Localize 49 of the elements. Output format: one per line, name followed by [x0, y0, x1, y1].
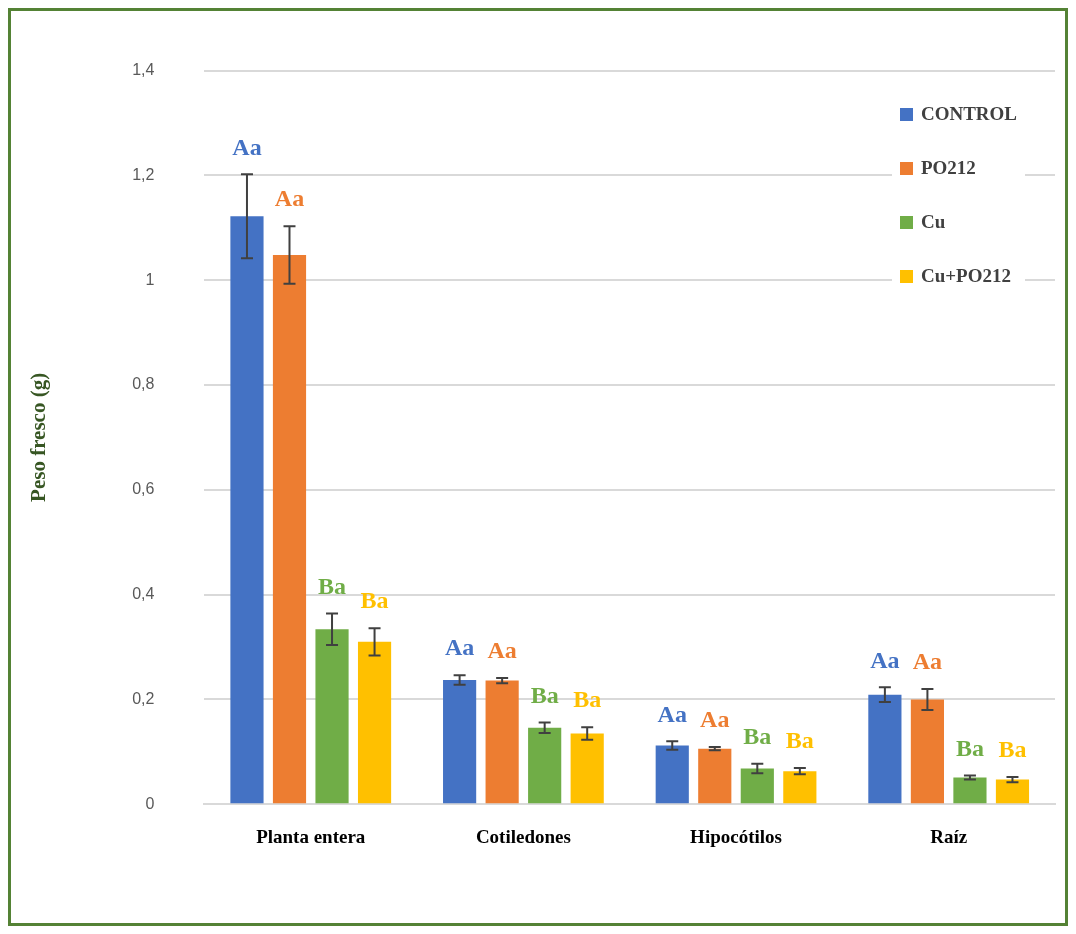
data-label: Aa	[700, 706, 730, 733]
data-label: Aa	[657, 700, 687, 727]
x-tick-label: Planta entera	[256, 825, 366, 847]
x-tick-label: Cotiledones	[475, 825, 571, 847]
data-label: Aa	[444, 634, 475, 661]
data-label: Ba	[530, 681, 559, 708]
y-tick-label: 0,4	[132, 585, 155, 603]
bar	[357, 641, 392, 804]
y-tick-label: 1,2	[132, 165, 155, 183]
x-tick-label: Hipocótilos	[690, 825, 782, 847]
legend-label: Cu	[920, 211, 946, 233]
bar	[868, 694, 902, 804]
bar	[528, 727, 562, 804]
y-tick-label: 0,8	[132, 375, 155, 393]
y-tick-label: 0,2	[132, 689, 155, 707]
bar	[995, 779, 1030, 804]
y-tick-label: 0	[145, 794, 155, 812]
data-label: Ba	[743, 723, 772, 750]
bar	[315, 629, 349, 804]
y-axis-title: Peso fresco (g)	[26, 372, 51, 502]
data-label: Ba	[573, 686, 602, 713]
data-label: Aa	[487, 637, 517, 664]
data-label: Ba	[318, 572, 347, 599]
legend-label: PO212	[920, 157, 976, 179]
data-label: Aa	[912, 648, 943, 675]
bar	[230, 216, 264, 804]
bar	[910, 699, 944, 804]
bar	[485, 680, 519, 804]
bar	[655, 745, 689, 804]
y-tick-label: 0,6	[132, 480, 155, 498]
bar	[740, 768, 774, 804]
y-tick-label: 1,4	[132, 61, 155, 79]
bar	[783, 771, 817, 804]
bar	[272, 255, 307, 804]
bar	[953, 777, 987, 804]
data-label: Aa	[274, 185, 305, 212]
bar	[443, 680, 477, 804]
data-label: Aa	[870, 646, 900, 673]
data-label: Aa	[232, 133, 262, 160]
data-label: Ba	[998, 736, 1027, 763]
x-tick-label: Raíz	[930, 825, 968, 847]
bar	[570, 733, 604, 804]
legend-label: Cu+PO212	[920, 265, 1011, 287]
data-label: Ba	[955, 734, 984, 761]
data-label: Ba	[785, 727, 814, 754]
legend-label: CONTROL	[920, 103, 1017, 125]
bar	[698, 748, 732, 804]
y-tick-label: 1	[145, 270, 155, 288]
data-label: Ba	[360, 587, 389, 614]
